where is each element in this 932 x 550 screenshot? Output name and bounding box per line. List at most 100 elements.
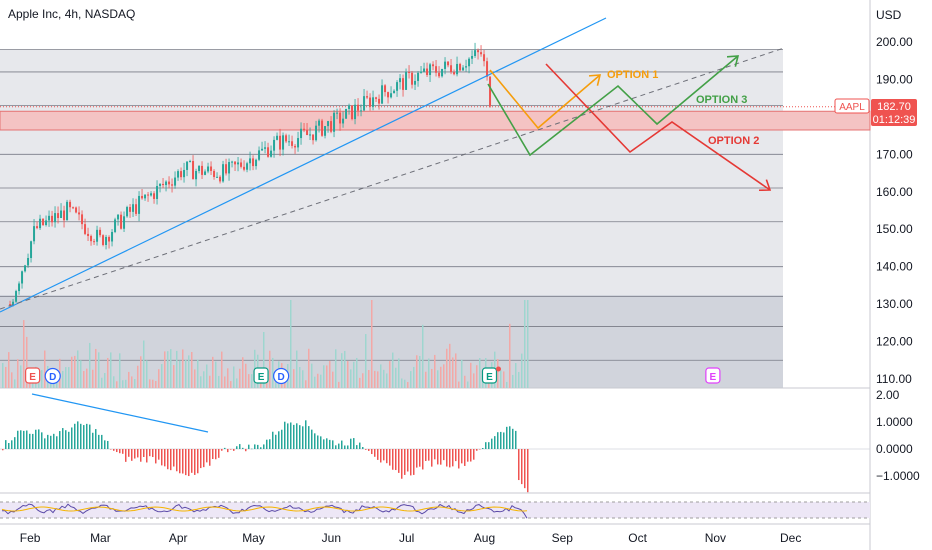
volume-bar [341, 353, 343, 388]
volume-bar [218, 375, 220, 388]
volume-bar [17, 359, 19, 388]
candle-body [57, 213, 60, 219]
volume-bar [95, 348, 97, 388]
volume-bar [275, 377, 277, 388]
oscillator-tick-label: 0.0000 [876, 442, 913, 456]
candle-body [81, 214, 84, 225]
candle-body [102, 235, 105, 245]
candle-body [351, 105, 354, 120]
histogram-bar [419, 449, 421, 467]
volume-bar [107, 357, 109, 388]
candle-body [252, 158, 255, 167]
volume-bar [212, 356, 214, 388]
histogram-bar [317, 435, 319, 449]
histogram-bar [359, 442, 361, 449]
volume-bar [248, 374, 250, 388]
candle-body [414, 80, 417, 85]
rsi-line [2, 503, 528, 519]
scenario-label-2: OPTION 2 [708, 135, 759, 147]
volume-bar [512, 374, 514, 388]
histogram-bar [413, 449, 415, 475]
volume-bar [206, 364, 208, 388]
volume-bar [263, 331, 265, 388]
earnings-alert-dot [495, 366, 501, 372]
histogram-bar [380, 449, 382, 463]
currency-selector[interactable]: USD [876, 8, 902, 22]
price-tick-label: 110.00 [876, 372, 912, 386]
candle-body [219, 176, 222, 182]
histogram-bar [260, 447, 262, 449]
volume-bar [452, 357, 454, 388]
candle-body [213, 170, 216, 177]
volume-bar [170, 349, 172, 388]
price-tick-label: 190.00 [876, 72, 913, 86]
candle-body [180, 171, 183, 178]
event-label: E [258, 372, 265, 383]
candle-body [117, 214, 120, 220]
volume-bar [8, 352, 10, 388]
candle-body [78, 212, 81, 215]
candle-body [153, 193, 156, 199]
candle-body [240, 162, 243, 167]
candle-body [417, 72, 420, 81]
candle-body [42, 218, 45, 226]
candle-body [111, 231, 114, 242]
histogram-bar [278, 431, 280, 449]
volume-bar [116, 381, 118, 388]
volume-bar [395, 367, 397, 388]
volume-bar [44, 350, 46, 388]
volume-bar [383, 369, 385, 388]
candle-body [396, 82, 399, 91]
candle-body [132, 204, 135, 212]
candle-body [435, 66, 438, 73]
histogram-bar [383, 449, 385, 461]
candle-body [234, 161, 237, 165]
histogram-bar [5, 440, 7, 449]
histogram-bar [389, 449, 391, 466]
scenario-arrow-1 [588, 74, 602, 86]
volume-bar [407, 381, 409, 388]
histogram-bar [194, 449, 196, 475]
volume-bar [344, 350, 346, 388]
volume-bar [299, 366, 301, 388]
histogram-bar [356, 445, 358, 449]
histogram-bar [140, 449, 142, 462]
volume-bar [392, 352, 394, 388]
histogram-bar [461, 449, 463, 464]
histogram-bar [86, 423, 88, 449]
candle-body [276, 135, 279, 140]
candle-body [411, 72, 414, 85]
volume-bar [461, 359, 463, 388]
volume-bar [101, 377, 103, 388]
candle-body [156, 185, 159, 199]
histogram-bar [377, 449, 379, 460]
candle-body [423, 68, 426, 72]
volume-bar [440, 366, 442, 388]
candle-body [282, 135, 285, 150]
last-price-label: 182.70 [877, 101, 911, 113]
candle-body [387, 92, 390, 98]
candle-body [33, 226, 36, 242]
histogram-bar [416, 449, 418, 468]
histogram-bar [155, 449, 157, 464]
volume-bar [215, 361, 217, 388]
candle-body [105, 236, 108, 245]
candle-body [66, 201, 69, 221]
histogram-bar [230, 449, 232, 450]
histogram-bar [107, 440, 109, 449]
volume-bar [506, 381, 508, 388]
volume-bar [131, 376, 133, 388]
histogram-bar [134, 449, 136, 459]
volume-bar [146, 360, 148, 388]
volume-bar [179, 360, 181, 388]
histogram-bar [44, 438, 46, 449]
candle-body [138, 195, 141, 214]
histogram-bar [488, 442, 490, 449]
histogram-bar [116, 449, 118, 453]
candle-body [456, 63, 459, 75]
volume-bar [431, 368, 433, 388]
candle-body [201, 165, 204, 175]
candle-body [75, 207, 78, 213]
histogram-bar [269, 439, 271, 449]
histogram-bar [26, 430, 28, 449]
